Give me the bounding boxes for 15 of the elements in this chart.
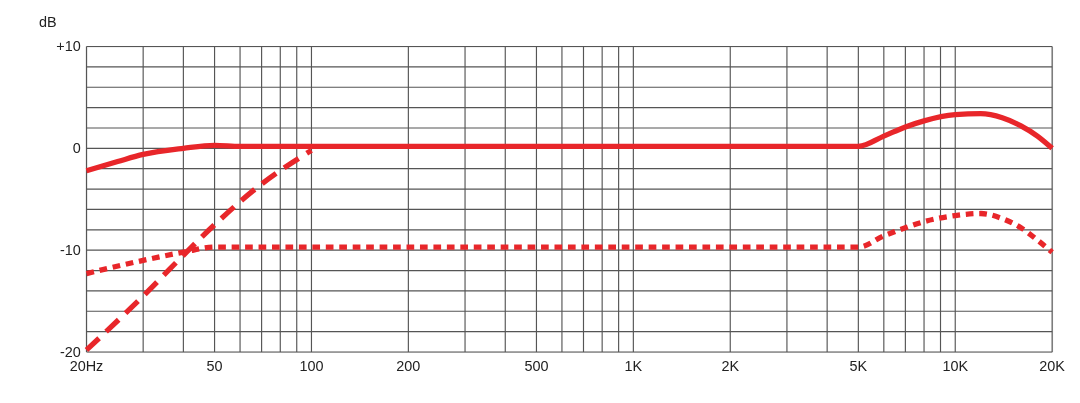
y-tick-label: -20: [59, 343, 81, 360]
y-tick-label: +10: [56, 38, 81, 55]
x-tick-label: 5K: [849, 358, 868, 375]
y-tick-label: 0: [72, 140, 81, 157]
x-tick-label: 50: [206, 358, 223, 375]
x-tick-label: 20K: [1039, 358, 1066, 375]
x-tick-label: 500: [524, 358, 549, 375]
x-tick-label: 200: [396, 358, 421, 375]
x-tick-label: 100: [299, 358, 324, 375]
x-tick-label: 20Hz: [69, 358, 104, 375]
x-tick-label: 2K: [721, 358, 740, 375]
x-tick-label: 10K: [942, 358, 969, 375]
x-tick-label: 1K: [624, 358, 643, 375]
y-axis-title: dB: [38, 14, 57, 31]
y-tick-label: -10: [59, 241, 81, 258]
